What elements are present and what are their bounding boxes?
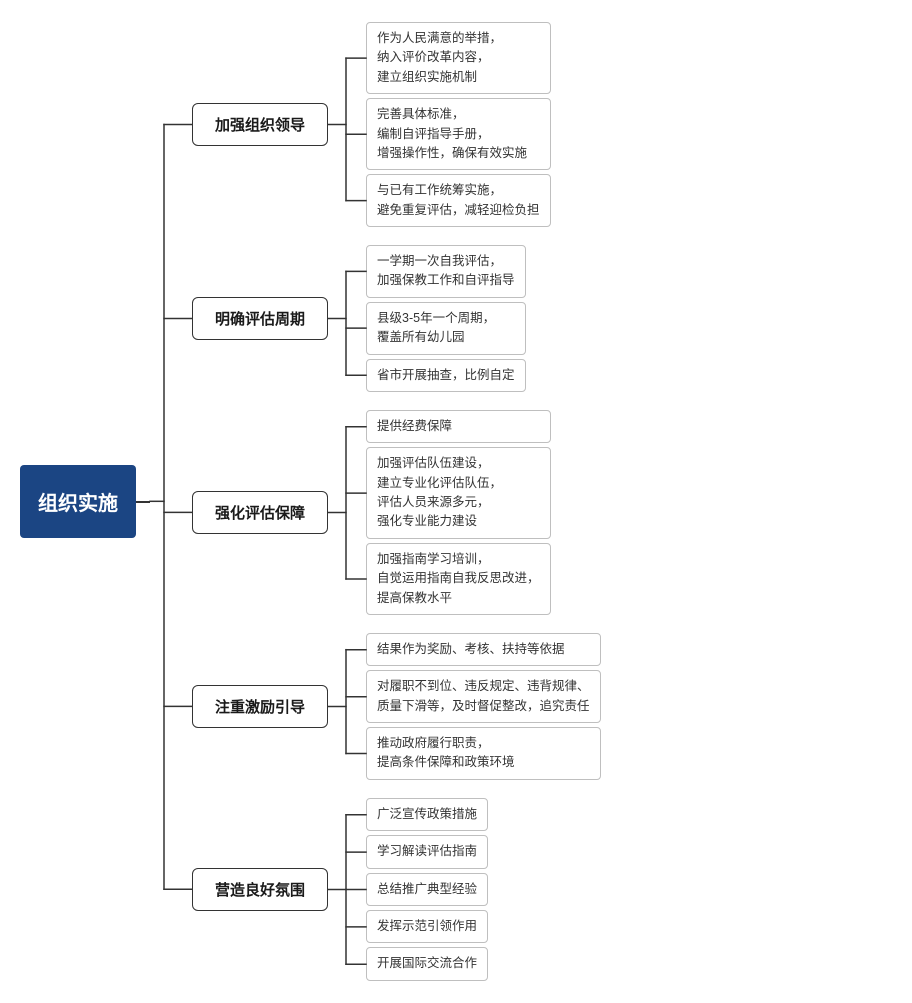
leaf-node: 开展国际交流合作: [366, 947, 488, 980]
branch: 明确评估周期一学期一次自我评估， 加强保教工作和自评指导县级3-5年一个周期， …: [192, 243, 601, 394]
leaf-node: 加强评估队伍建设， 建立专业化评估队伍， 评估人员来源多元， 强化专业能力建设: [366, 447, 551, 539]
branch-node: 加强组织领导: [192, 103, 328, 146]
branch-connector: [328, 631, 366, 782]
branch: 加强组织领导作为人民满意的举措， 纳入评价改革内容， 建立组织实施机制完善具体标…: [192, 20, 601, 229]
leaf-node: 与已有工作统筹实施， 避免重复评估，减轻迎检负担: [366, 174, 551, 227]
branch-connector: [328, 796, 366, 983]
branch-node: 强化评估保障: [192, 491, 328, 534]
branch: 注重激励引导结果作为奖励、考核、扶持等依据对履职不到位、违反规定、违背规律、 质…: [192, 631, 601, 782]
branch-node: 注重激励引导: [192, 685, 328, 728]
leaf-node: 提供经费保障: [366, 410, 551, 443]
root-connector: [136, 20, 192, 983]
branch-node: 明确评估周期: [192, 297, 328, 340]
branch: 强化评估保障提供经费保障加强评估队伍建设， 建立专业化评估队伍， 评估人员来源多…: [192, 408, 601, 617]
leaves-container: 广泛宣传政策措施学习解读评估指南总结推广典型经验发挥示范引领作用开展国际交流合作: [366, 796, 488, 983]
branch-connector: [328, 243, 366, 394]
leaf-node: 加强指南学习培训， 自觉运用指南自我反思改进， 提高保教水平: [366, 543, 551, 615]
branch-node: 营造良好氛围: [192, 868, 328, 911]
leaf-node: 学习解读评估指南: [366, 835, 488, 868]
leaves-container: 一学期一次自我评估， 加强保教工作和自评指导县级3-5年一个周期， 覆盖所有幼儿…: [366, 243, 526, 394]
branch-connector: [328, 408, 366, 617]
leaf-node: 总结推广典型经验: [366, 873, 488, 906]
leaf-node: 发挥示范引领作用: [366, 910, 488, 943]
leaves-container: 作为人民满意的举措， 纳入评价改革内容， 建立组织实施机制完善具体标准， 编制自…: [366, 20, 551, 229]
leaf-node: 对履职不到位、违反规定、违背规律、 质量下滑等，及时督促整改，追究责任: [366, 670, 601, 723]
leaves-container: 结果作为奖励、考核、扶持等依据对履职不到位、违反规定、违背规律、 质量下滑等，及…: [366, 631, 601, 782]
mindmap-container: 组织实施 加强组织领导作为人民满意的举措， 纳入评价改革内容， 建立组织实施机制…: [20, 20, 892, 983]
leaf-node: 推动政府履行职责， 提高条件保障和政策环境: [366, 727, 601, 780]
branch: 营造良好氛围广泛宣传政策措施学习解读评估指南总结推广典型经验发挥示范引领作用开展…: [192, 796, 601, 983]
branches-container: 加强组织领导作为人民满意的举措， 纳入评价改革内容， 建立组织实施机制完善具体标…: [192, 20, 601, 983]
leaves-container: 提供经费保障加强评估队伍建设， 建立专业化评估队伍， 评估人员来源多元， 强化专…: [366, 408, 551, 617]
branch-connector: [328, 20, 366, 229]
leaf-node: 完善具体标准， 编制自评指导手册， 增强操作性，确保有效实施: [366, 98, 551, 170]
leaf-node: 作为人民满意的举措， 纳入评价改革内容， 建立组织实施机制: [366, 22, 551, 94]
leaf-node: 一学期一次自我评估， 加强保教工作和自评指导: [366, 245, 526, 298]
leaf-node: 结果作为奖励、考核、扶持等依据: [366, 633, 601, 666]
leaf-node: 省市开展抽查，比例自定: [366, 359, 526, 392]
leaf-node: 县级3-5年一个周期， 覆盖所有幼儿园: [366, 302, 526, 355]
leaf-node: 广泛宣传政策措施: [366, 798, 488, 831]
root-node: 组织实施: [20, 465, 136, 538]
